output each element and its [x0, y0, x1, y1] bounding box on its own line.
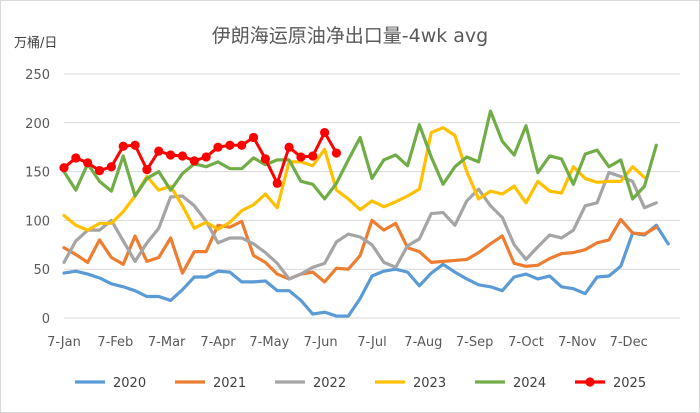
- data-point-2025: [106, 162, 116, 172]
- legend-item-2023: 2023: [375, 376, 446, 391]
- chart-title: 伊朗海运原油净出口量-4wk avg: [212, 25, 488, 47]
- y-tick-label: 100: [25, 214, 50, 229]
- legend-item-2025: 2025: [575, 376, 646, 391]
- data-point-2025: [296, 152, 306, 162]
- data-point-2025: [260, 154, 270, 164]
- data-point-2025: [94, 166, 105, 176]
- y-tick-label: 50: [33, 263, 50, 278]
- data-point-2025: [142, 165, 152, 175]
- series-2023: [62, 126, 647, 232]
- x-tick-label: 7-Sep: [456, 335, 493, 350]
- data-point-2025: [248, 132, 259, 143]
- x-tick-label: 7-Oct: [508, 335, 544, 350]
- legend-label-2025: 2025: [613, 376, 646, 391]
- data-point-2025: [83, 158, 93, 168]
- data-point-2025: [308, 151, 318, 161]
- data-point-2025: [166, 150, 176, 160]
- series-line-2024: [62, 109, 658, 201]
- y-tick-label: 250: [25, 68, 50, 83]
- data-point-2025: [272, 178, 282, 188]
- data-point-2025: [189, 156, 199, 166]
- legend-marker-2025: [585, 377, 595, 387]
- series-2021: [62, 217, 658, 284]
- data-point-2025: [59, 163, 69, 173]
- x-tick-label: 7-Mar: [148, 335, 186, 350]
- legend-item-2020: 2020: [75, 376, 146, 391]
- data-point-2025: [284, 142, 294, 152]
- legend-label-2024: 2024: [513, 376, 546, 391]
- series-lines: [59, 109, 670, 318]
- x-tick-label: 7-Dec: [610, 335, 648, 350]
- series-line-2021: [62, 217, 658, 284]
- x-tick-label: 7-Apr: [200, 335, 236, 350]
- data-point-2025: [177, 151, 188, 161]
- x-tick-label: 7-Jun: [304, 335, 338, 350]
- y-tick-label: 0: [42, 312, 50, 327]
- legend-item-2022: 2022: [275, 376, 346, 391]
- y-tick-label: 150: [25, 166, 50, 181]
- x-tick-label: 7-Jul: [357, 335, 386, 350]
- y-tick-label: 200: [25, 117, 50, 132]
- x-axis-ticks: 7-Jan 7-Feb 7-Mar 7-Apr 7-May 7-Jun 7-Jul 7-Aug…: [47, 335, 648, 350]
- data-point-2025: [331, 148, 342, 158]
- data-point-2025: [225, 140, 235, 150]
- legend-label-2020: 2020: [113, 376, 146, 391]
- series-2020: [62, 223, 670, 318]
- legend-label-2023: 2023: [413, 376, 446, 391]
- series-2024: [62, 109, 658, 201]
- series-2022: [62, 170, 658, 281]
- legend: 2020 2021 2022 2023 2024 2025: [75, 376, 646, 391]
- y-axis-ticks: 0 50 100 150 200 250: [25, 68, 50, 327]
- data-point-2025: [71, 153, 81, 163]
- legend-label-2022: 2022: [313, 376, 346, 391]
- data-point-2025: [237, 140, 247, 150]
- legend-item-2024: 2024: [475, 376, 546, 391]
- data-point-2025: [320, 127, 330, 138]
- x-tick-label: 7-Feb: [97, 335, 133, 350]
- series-2025: [59, 127, 342, 188]
- series-line-2022: [62, 170, 658, 281]
- x-tick-label: 7-Nov: [558, 335, 597, 350]
- x-tick-label: 7-Jan: [47, 335, 81, 350]
- x-tick-label: 7-May: [249, 335, 289, 350]
- data-point-2025: [201, 152, 211, 162]
- x-tick-label: 7-Aug: [404, 335, 442, 350]
- legend-item-2021: 2021: [175, 376, 246, 391]
- data-point-2025: [154, 146, 164, 156]
- series-line-2020: [62, 223, 670, 318]
- data-point-2025: [130, 140, 140, 150]
- data-point-2025: [118, 141, 128, 151]
- data-point-2025: [213, 142, 223, 152]
- series-line-2023: [62, 126, 647, 232]
- legend-label-2021: 2021: [213, 376, 246, 391]
- y-axis-unit-label: 万桶/日: [14, 36, 57, 51]
